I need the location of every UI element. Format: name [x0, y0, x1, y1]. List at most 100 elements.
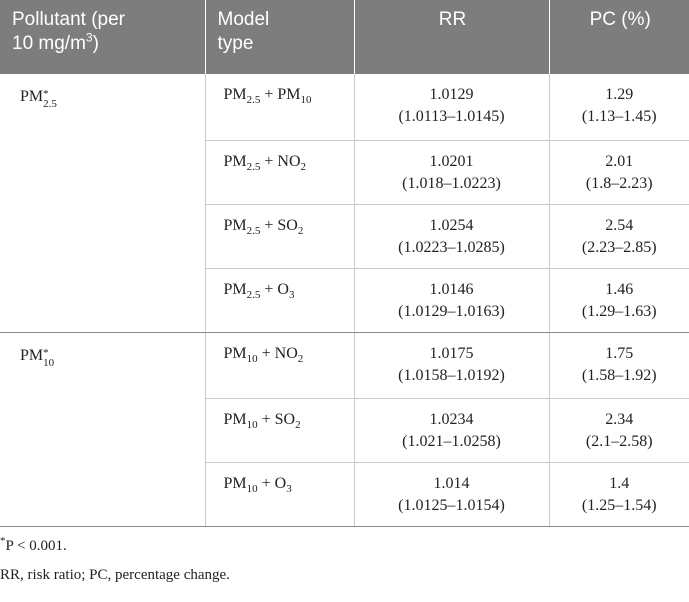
pc-ci: (1.29–1.63)	[581, 302, 657, 320]
pc-cell: 2.34 (2.1–2.58)	[549, 398, 689, 463]
model-b-sub: 3	[288, 288, 295, 301]
rr-ci: (1.0129–1.0163)	[398, 302, 505, 320]
table-container: Pollutant (per 10 mg/m3) Model type RR P…	[0, 0, 689, 527]
model-a-sub: 2.5	[246, 94, 261, 107]
pollutant-base: PM	[20, 346, 44, 364]
pollutant-cell: PM * 2.5	[0, 74, 206, 333]
pc-value: 1.4	[609, 474, 630, 492]
model-a-sub: 2.5	[246, 224, 261, 237]
model-b: SO	[274, 410, 296, 428]
model-b-wrap: NO2	[277, 152, 307, 173]
rr-ci: (1.0158–1.0192)	[398, 366, 505, 384]
model-type-cell: PM2.5 + O3	[205, 268, 355, 333]
model-b-wrap: SO2	[274, 410, 301, 431]
model-b-wrap: O3	[277, 280, 295, 301]
pc-ci: (2.23–2.85)	[581, 238, 657, 256]
model-b-sub: 2	[297, 224, 304, 237]
pc-value: 2.01	[605, 152, 634, 170]
footnote-significance: *P < 0.001.	[0, 535, 230, 557]
pc-ci: (1.58–1.92)	[581, 366, 657, 384]
model-join: +	[260, 86, 278, 103]
model-b-sub: 2	[300, 160, 307, 173]
model-b-sub: 3	[286, 482, 292, 495]
table-row: PM2.5 + NO2 1.0201 (1.018–1.0223) 2.01 (1.8–…	[0, 140, 689, 205]
pc-value: 1.46	[605, 280, 634, 298]
pc-ci: (1.8–2.23)	[585, 174, 653, 192]
rr-ci: (1.021–1.0258)	[402, 432, 501, 450]
model-a: PM	[223, 474, 247, 492]
header-pollutant: Pollutant (per 10 mg/m3)	[0, 0, 206, 74]
model-type-cell: PM2.5 + SO2	[205, 204, 355, 269]
rr-value: 1.0175	[429, 344, 474, 362]
pollutant-sub: 2.5	[43, 98, 57, 110]
model-a-sub: 2.5	[246, 160, 261, 173]
rr-ci: (1.0125–1.0154)	[398, 496, 505, 514]
model-join: +	[260, 280, 278, 298]
model-a: PM	[223, 152, 247, 170]
rr-value: 1.014	[433, 474, 470, 492]
footnote-abbreviations: RR, risk ratio; PC, percentage change.	[0, 567, 230, 583]
header-model-line1: Model	[217, 9, 270, 30]
header-model-type: Model type	[205, 0, 355, 74]
pc-value: 1.75	[605, 344, 634, 362]
pc-cell: 2.54 (2.23–2.85)	[549, 204, 689, 269]
pollutant-supsub: * 2.5	[43, 88, 57, 110]
model-b-wrap: O3	[274, 474, 292, 495]
rr-value: 1.0201	[429, 152, 474, 170]
model-type-cell: PM10 + SO2	[205, 398, 355, 463]
model-join: +	[257, 474, 275, 492]
model-type-cell: PM10 + O3	[205, 462, 355, 527]
table-row: PM2.5 + O3 1.0146 (1.0129–1.0163) 1.46 (1.29…	[0, 268, 689, 333]
model-a-sub: 10	[246, 482, 258, 495]
pc-ci: (1.13–1.45)	[581, 108, 657, 125]
model-b-sub: 10	[300, 94, 312, 107]
table-row: PM10 + O3 1.014 (1.0125–1.0154) 1.4 (1.25–1.…	[0, 462, 689, 527]
rr-cell: 1.0254 (1.0223–1.0285)	[354, 204, 550, 269]
table-body: PM * 2.5 PM2.5 + PM10 1.0129 (1.0113–1.0145) 1…	[0, 74, 689, 527]
model-a: PM	[223, 86, 247, 103]
model-type-cell: PM2.5 + NO2	[205, 140, 355, 205]
model-b-sub: 2	[297, 352, 304, 365]
rr-value: 1.0146	[429, 280, 474, 298]
footnote-significance-text: P < 0.001.	[5, 538, 67, 554]
model-a: PM	[223, 410, 247, 428]
pc-value: 2.54	[605, 216, 634, 234]
pc-cell: 1.46 (1.29–1.63)	[549, 268, 689, 333]
model-a: PM	[223, 280, 247, 298]
pollutant-supsub: * 10	[43, 347, 54, 368]
model-b: SO	[277, 216, 298, 234]
rr-ci: (1.0113–1.0145)	[398, 108, 505, 125]
table-row: PM * 10 PM10 + NO2 1.0175 (1.0158–1.0192) 1.75…	[0, 332, 689, 527]
header-model-line2: type	[217, 33, 254, 54]
table-footnotes: *P < 0.001. RR, risk ratio; PC, percenta…	[0, 535, 230, 586]
model-a-sub: 2.5	[246, 288, 261, 301]
rr-cell: 1.0234 (1.021–1.0258)	[354, 398, 550, 463]
header-row: Pollutant (per 10 mg/m3) Model type RR P…	[0, 0, 689, 74]
rr-cell: 1.0146 (1.0129–1.0163)	[354, 268, 550, 333]
header-pollutant-sup: 3	[85, 30, 93, 45]
table-row: PM * 2.5 PM2.5 + PM10 1.0129 (1.0113–1.0145) 1…	[0, 74, 689, 333]
model-b-wrap: PM10	[277, 86, 312, 107]
model-join: +	[260, 216, 278, 234]
results-table: Pollutant (per 10 mg/m3) Model type RR P…	[0, 0, 689, 527]
table-row: PM2.5 + SO2 1.0254 (1.0223–1.0285) 2.54 (2.2…	[0, 204, 689, 269]
header-pc: PC (%)	[589, 9, 651, 30]
rr-ci: (1.018–1.0223)	[402, 174, 501, 192]
pollutant-cell: PM * 10	[0, 332, 206, 527]
model-b-wrap: SO2	[277, 216, 304, 237]
pc-value: 2.34	[605, 410, 634, 428]
pollutant-sup: *	[43, 88, 49, 100]
rr-ci: (1.0223–1.0285)	[398, 238, 505, 256]
rr-value: 1.0234	[429, 410, 474, 428]
pc-cell: 1.75 (1.58–1.92)	[549, 332, 689, 399]
pollutant-base: PM	[20, 88, 44, 105]
model-b: O	[277, 280, 289, 298]
model-b: O	[274, 474, 287, 492]
model-b: NO	[277, 152, 301, 170]
rr-cell: 1.0175 (1.0158–1.0192)	[354, 332, 550, 399]
rr-value: 1.0129	[429, 86, 474, 103]
model-b-wrap: NO2	[275, 345, 304, 365]
model-join: +	[257, 344, 275, 362]
header-rr: RR	[354, 0, 550, 74]
model-type-cell: PM10 + NO2	[205, 332, 355, 399]
